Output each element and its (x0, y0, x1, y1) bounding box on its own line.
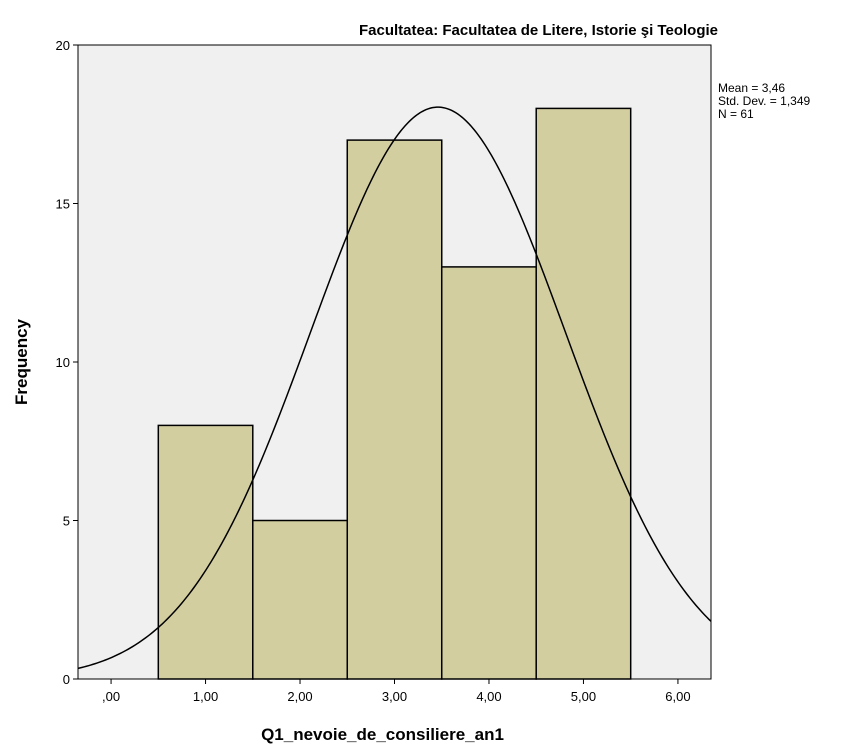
y-tick-label: 20 (56, 38, 70, 53)
y-tick-label: 10 (56, 355, 70, 370)
histogram-bar-5 (535, 107, 632, 680)
y-tick-label: 5 (63, 514, 70, 529)
histogram-bar-1 (157, 424, 254, 680)
x-tick-label: 6,00 (665, 689, 690, 704)
x-tick-label: 2,00 (287, 689, 312, 704)
y-axis-title: Frequency (12, 318, 31, 405)
x-tick-label: ,00 (102, 689, 120, 704)
x-tick-label: 3,00 (382, 689, 407, 704)
x-axis-title: Q1_nevoie_de_consiliere_an1 (261, 725, 504, 744)
chart-title: Facultatea: Facultatea de Litere, Istori… (359, 22, 718, 39)
histogram-bar-4 (440, 266, 537, 680)
stats-box: Mean = 3,46 Std. Dev. = 1,349 N = 61 (718, 81, 810, 121)
histogram-bar-2 (252, 519, 349, 680)
y-tick-label: 0 (63, 672, 70, 687)
stats-std-dev: Std. Dev. = 1,349 (718, 94, 810, 108)
histogram-bar-3 (346, 139, 443, 680)
stats-mean: Mean = 3,46 (718, 81, 785, 95)
stats-n: N = 61 (718, 107, 754, 121)
x-tick-label: 1,00 (193, 689, 218, 704)
x-tick-label: 4,00 (476, 689, 501, 704)
y-tick-label: 15 (56, 197, 70, 212)
normal-curve (77, 106, 712, 670)
x-tick-label: 5,00 (571, 689, 596, 704)
